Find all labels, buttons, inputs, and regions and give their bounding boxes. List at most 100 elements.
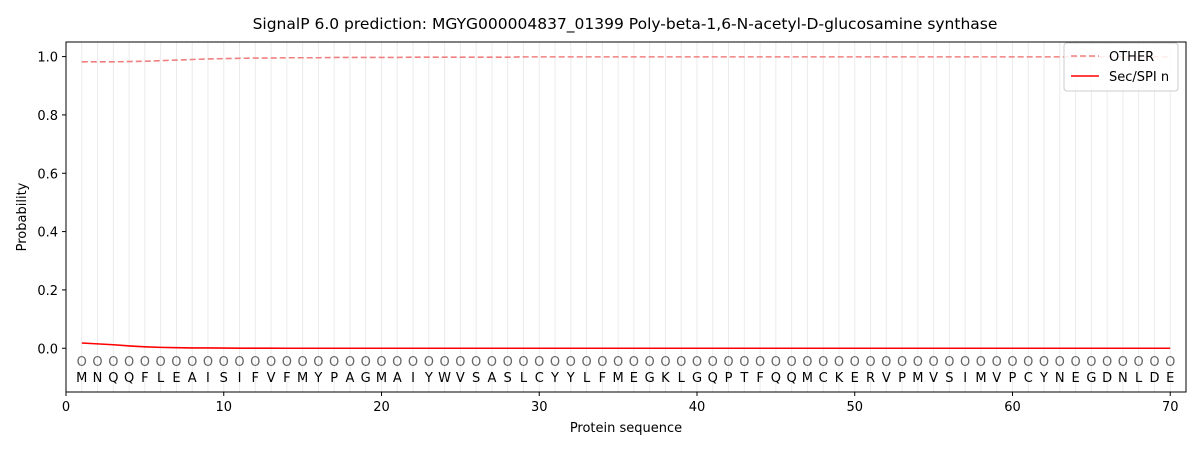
- predicted-label: O: [108, 355, 118, 370]
- residue-label: S: [472, 371, 480, 386]
- predicted-label: O: [203, 355, 213, 370]
- residue-label: C: [819, 371, 828, 386]
- residue-label: P: [330, 371, 338, 386]
- x-tick-label: 50: [846, 400, 863, 415]
- residue-label: I: [411, 371, 415, 386]
- residue-label: P: [898, 371, 906, 386]
- legend-box: [1063, 42, 1179, 92]
- residue-label: Y: [313, 371, 322, 386]
- x-tick-label: 60: [1004, 400, 1021, 415]
- predicted-label: O: [645, 355, 655, 370]
- residue-label: Y: [550, 371, 559, 386]
- predicted-label: O: [534, 355, 544, 370]
- residue-label: V: [992, 371, 1001, 386]
- y-axis-ticks: 0.0 0.2 0.4 0.6 0.8 1.0: [37, 51, 66, 357]
- legend-label-sec-spi-n: Sec/SPI n: [1109, 70, 1169, 85]
- predicted-label: O: [897, 355, 907, 370]
- residue-label: D: [1102, 371, 1112, 386]
- y-tick-label: 0.2: [37, 284, 58, 299]
- legend: OTHER Sec/SPI n: [1063, 42, 1179, 92]
- predicted-label: O: [92, 355, 102, 370]
- predicted-label: O: [881, 355, 891, 370]
- predicted-label: O: [550, 355, 560, 370]
- residue-label: M: [613, 371, 624, 386]
- x-tick-label: 20: [373, 400, 390, 415]
- residue-label: G: [645, 371, 655, 386]
- predicted-label: O: [913, 355, 923, 370]
- residue-label: V: [929, 371, 938, 386]
- residue-label: A: [393, 371, 402, 386]
- predicted-label: O: [1070, 355, 1080, 370]
- residue-label: G: [1086, 371, 1096, 386]
- chart-title: SignalP 6.0 prediction: MGYG000004837_01…: [253, 15, 998, 34]
- predicted-label: O: [818, 355, 828, 370]
- x-tick-label: 10: [215, 400, 232, 415]
- residue-label: Q: [787, 371, 797, 386]
- predicted-label: O: [376, 355, 386, 370]
- predicted-label: O: [1086, 355, 1096, 370]
- predicted-label: O: [834, 355, 844, 370]
- residue-label: M: [975, 371, 986, 386]
- residue-label: Y: [566, 371, 575, 386]
- residue-label: L: [583, 371, 591, 386]
- predicted-label: O: [723, 355, 733, 370]
- residue-label: M: [912, 371, 923, 386]
- predicted-label: O: [802, 355, 812, 370]
- predicted-label: O: [708, 355, 718, 370]
- predicted-label: O: [518, 355, 528, 370]
- residue-label: I: [963, 371, 967, 386]
- residue-label: M: [376, 371, 387, 386]
- predicted-label: O: [455, 355, 465, 370]
- residue-label: Q: [108, 371, 118, 386]
- predicted-label: O: [219, 355, 229, 370]
- residue-label: V: [882, 371, 891, 386]
- predicted-label: O: [1134, 355, 1144, 370]
- x-tick-label: 0: [62, 400, 70, 415]
- x-tick-label: 70: [1162, 400, 1179, 415]
- residue-label: E: [851, 371, 859, 386]
- predicted-label: O: [408, 355, 418, 370]
- predicted-label: O: [361, 355, 371, 370]
- y-tick-label: 1.0: [37, 51, 58, 66]
- predicted-label: O: [124, 355, 134, 370]
- residue-label: F: [756, 371, 763, 386]
- predicted-label: O: [313, 355, 323, 370]
- residue-label: M: [76, 371, 87, 386]
- predicted-label: O: [928, 355, 938, 370]
- predicted-label: O: [944, 355, 954, 370]
- legend-label-other: OTHER: [1109, 50, 1154, 65]
- predicted-label: O: [850, 355, 860, 370]
- residue-label: G: [692, 371, 702, 386]
- residue-label: D: [1149, 371, 1159, 386]
- residue-label: N: [1055, 371, 1065, 386]
- residue-label: Q: [771, 371, 781, 386]
- predicted-label: O: [171, 355, 181, 370]
- plot-frame: [65, 41, 1187, 393]
- predicted-label: O: [1149, 355, 1159, 370]
- predicted-label: O: [692, 355, 702, 370]
- y-axis-label: Probability: [15, 182, 30, 251]
- predicted-label: O: [471, 355, 481, 370]
- residue-label: Q: [708, 371, 718, 386]
- residue-label: V: [456, 371, 465, 386]
- x-tick-label: 40: [689, 400, 706, 415]
- residue-label: V: [267, 371, 276, 386]
- predicted-label: O: [156, 355, 166, 370]
- residue-label: W: [438, 371, 451, 386]
- predicted-label: O: [581, 355, 591, 370]
- predicted-label: O: [329, 355, 339, 370]
- residue-label: S: [220, 371, 228, 386]
- residue-label: F: [599, 371, 606, 386]
- predicted-label: O: [503, 355, 513, 370]
- residue-label: P: [1009, 371, 1017, 386]
- residue-label: I: [206, 371, 210, 386]
- residue-label: I: [238, 371, 242, 386]
- residue-label: A: [345, 371, 354, 386]
- series-lines: [81, 56, 1171, 350]
- residue-label: T: [739, 371, 748, 386]
- predicted-label: O: [1165, 355, 1175, 370]
- predicted-label: O: [266, 355, 276, 370]
- y-tick-label: 0.4: [37, 226, 58, 241]
- residue-label: A: [487, 371, 496, 386]
- predicted-label: O: [755, 355, 765, 370]
